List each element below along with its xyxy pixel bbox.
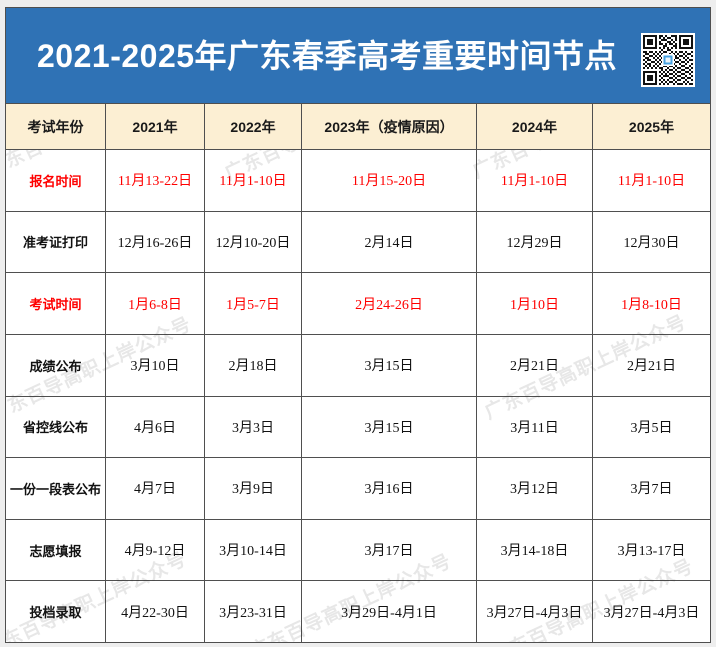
score-release-2023-cell: 3月15日 [302,334,476,396]
exam-2023-cell: 2月24-26日 [302,273,476,334]
page-title: 2021-2025年广东春季高考重要时间节点 [37,38,618,74]
header-2025: 2025年 [593,104,710,149]
schedule-sheet: 2021-2025年广东春季高考重要时间节点 考试年份 2021年 2022年 … [5,7,711,643]
score-release-2025-cell: 2月21日 [593,334,710,396]
header-2021: 2021年 [106,104,204,149]
admit-card-2021-cell: 12月16-26日 [106,211,204,273]
score-rank-table-2025-cell: 3月7日 [593,458,710,519]
admission-2023-cell: 3月29日-4月1日 [302,581,476,642]
schedule-table: 考试年份 2021年 2022年 2023年（疫情原因） 2024年 2025年… [6,103,710,642]
header-2024: 2024年 [477,104,592,149]
application-2023-cell: 3月17日 [302,519,476,581]
registration-2022-cell: 11月1-10日 [205,150,301,211]
score-release-2022-cell: 2月18日 [205,334,301,396]
score-rank-table-2022-cell: 3月9日 [205,458,301,519]
row-label-score-release: 成绩公布 [6,334,105,396]
application-2022-cell: 3月10-14日 [205,519,301,581]
application-2021-cell: 4月9-12日 [106,519,204,581]
score-release-2021-cell: 3月10日 [106,334,204,396]
exam-2025-cell: 1月8-10日 [593,273,710,334]
cutoff-release-2022-cell: 3月3日 [205,396,301,458]
registration-2023-cell: 11月15-20日 [302,150,476,211]
exam-2022-cell: 1月5-7日 [205,273,301,334]
admit-card-2025-cell: 12月30日 [593,211,710,273]
score-rank-table-2021-cell: 4月7日 [106,458,204,519]
admission-2021-cell: 4月22-30日 [106,581,204,642]
cutoff-release-2023-cell: 3月15日 [302,396,476,458]
exam-2024-cell: 1月10日 [477,273,592,334]
admission-2022-cell: 3月23-31日 [205,581,301,642]
cutoff-release-2024-cell: 3月11日 [477,396,592,458]
qr-code-modules [643,35,693,85]
row-label-admission: 投档录取 [6,581,105,642]
registration-2025-cell: 11月1-10日 [593,150,710,211]
row-label-application: 志愿填报 [6,519,105,581]
row-label-registration: 报名时间 [6,150,105,211]
application-2024-cell: 3月14-18日 [477,519,592,581]
admission-2025-cell: 3月27日-4月3日 [593,581,710,642]
row-label-exam: 考试时间 [6,273,105,334]
admit-card-2023-cell: 2月14日 [302,211,476,273]
qr-code-icon [641,33,695,87]
score-rank-table-2023-cell: 3月16日 [302,458,476,519]
header-2023: 2023年（疫情原因） [302,104,476,149]
admission-2024-cell: 3月27日-4月3日 [477,581,592,642]
score-rank-table-2024-cell: 3月12日 [477,458,592,519]
registration-2024-cell: 11月1-10日 [477,150,592,211]
admit-card-2022-cell: 12月10-20日 [205,211,301,273]
cutoff-release-2021-cell: 4月6日 [106,396,204,458]
row-label-admit-card: 准考证打印 [6,211,105,273]
admit-card-2024-cell: 12月29日 [477,211,592,273]
application-2025-cell: 3月13-17日 [593,519,710,581]
registration-2021-cell: 11月13-22日 [106,150,204,211]
score-release-2024-cell: 2月21日 [477,334,592,396]
title-bar: 2021-2025年广东春季高考重要时间节点 [6,8,710,103]
row-label-cutoff-release: 省控线公布 [6,396,105,458]
exam-2021-cell: 1月6-8日 [106,273,204,334]
cutoff-release-2025-cell: 3月5日 [593,396,710,458]
header-2022: 2022年 [205,104,301,149]
header-exam-year: 考试年份 [6,104,105,149]
row-label-score-rank-table: 一份一段表公布 [6,458,105,519]
qr-code [641,33,695,87]
